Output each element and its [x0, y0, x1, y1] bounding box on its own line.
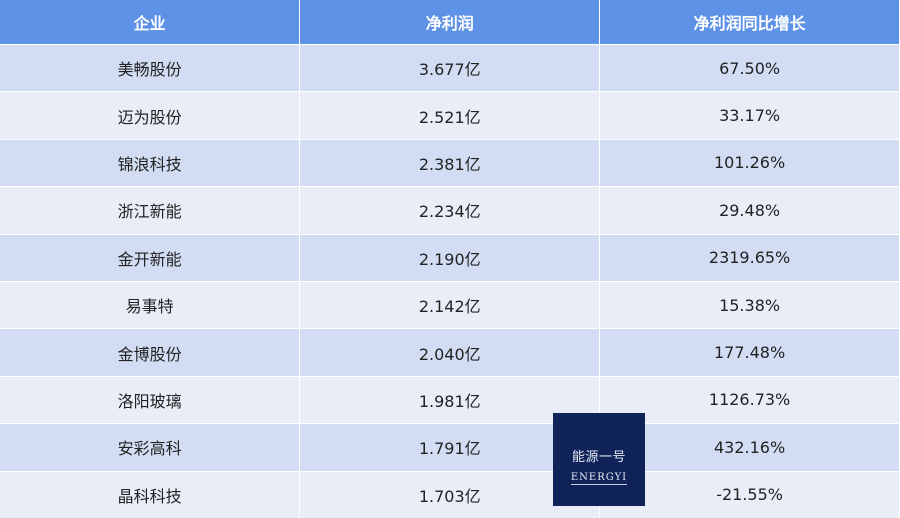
growth-cell: 101.26% — [599, 138, 900, 187]
growth-cell: 177.48% — [599, 328, 900, 377]
table-row: 洛阳玻璃 1.981亿 1126.73% — [0, 375, 900, 424]
energyi-logo: 能源一号 ENERGYI — [553, 413, 645, 506]
growth-cell: 2319.65% — [599, 233, 900, 282]
net-profit-cell: 1.791亿 — [299, 423, 601, 472]
company-cell: 金博股份 — [0, 328, 301, 377]
net-profit-cell: 2.142亿 — [299, 280, 601, 329]
header-company: 企业 — [0, 0, 301, 45]
company-cell: 浙江新能 — [0, 186, 301, 235]
table-row: 锦浪科技 2.381亿 101.26% — [0, 138, 900, 187]
net-profit-cell: 2.234亿 — [299, 186, 601, 235]
table-row: 金开新能 2.190亿 2319.65% — [0, 233, 900, 282]
company-cell: 安彩高科 — [0, 423, 301, 472]
net-profit-cell: 2.190亿 — [299, 233, 601, 282]
table-row: 迈为股份 2.521亿 33.17% — [0, 91, 900, 140]
net-profit-cell: 2.040亿 — [299, 328, 601, 377]
growth-cell: 15.38% — [599, 280, 900, 329]
company-cell: 锦浪科技 — [0, 138, 301, 187]
net-profit-cell: 3.677亿 — [299, 43, 601, 92]
table-row: 安彩高科 1.791亿 432.16% — [0, 423, 900, 472]
logo-en-text: ENERGYI — [570, 472, 628, 485]
table-row: 易事特 2.142亿 15.38% — [0, 280, 900, 329]
growth-cell: 29.48% — [599, 186, 900, 235]
net-profit-cell: 2.521亿 — [299, 91, 601, 140]
company-cell: 洛阳玻璃 — [0, 375, 301, 424]
growth-cell: 67.50% — [599, 43, 900, 92]
logo-cn-text: 能源一号 — [571, 450, 626, 465]
table-row: 金博股份 2.040亿 177.48% — [0, 328, 900, 377]
company-cell: 金开新能 — [0, 233, 301, 282]
company-cell: 易事特 — [0, 280, 301, 329]
growth-cell: 432.16% — [599, 423, 900, 472]
company-cell: 晶科科技 — [0, 470, 301, 518]
net-profit-cell: 1.981亿 — [299, 375, 601, 424]
growth-cell: 33.17% — [599, 91, 900, 140]
net-profit-cell: 2.381亿 — [299, 138, 601, 187]
table-row: 美畅股份 3.677亿 67.50% — [0, 43, 900, 92]
growth-cell: 1126.73% — [599, 375, 900, 424]
header-row: 企业 净利润 净利润同比增长 — [0, 0, 900, 45]
table-row: 浙江新能 2.234亿 29.48% — [0, 186, 900, 235]
table-row: 晶科科技 1.703亿 -21.55% — [0, 470, 900, 518]
header-growth: 净利润同比增长 — [599, 0, 900, 45]
company-cell: 美畅股份 — [0, 43, 301, 92]
company-cell: 迈为股份 — [0, 91, 301, 140]
header-net-profit: 净利润 — [299, 0, 601, 45]
